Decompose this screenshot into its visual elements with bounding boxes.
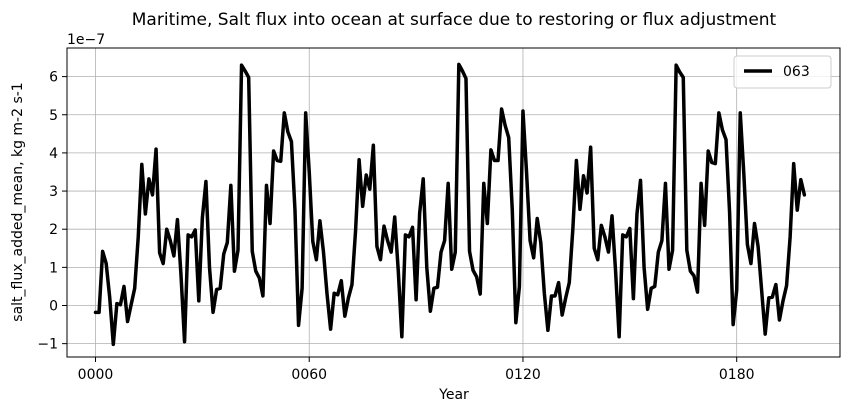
legend-frame: [733, 55, 832, 89]
x-tick-label: 0000: [78, 367, 114, 383]
legend-label: 063: [783, 64, 810, 80]
y-axis-offset-label: 1e−7: [67, 32, 105, 48]
y-tick-label: 1: [49, 260, 58, 276]
x-axis-label: Year: [438, 387, 469, 403]
chart-title: Maritime, Salt flux into ocean at surfac…: [132, 10, 777, 30]
y-tick-label: 5: [49, 108, 58, 124]
plot-lines: [93, 62, 807, 347]
plot-frame: [66, 47, 841, 358]
y-tick-label: 3: [49, 184, 58, 200]
y-tick-label: 4: [49, 146, 58, 162]
y-tick-label: 0: [49, 299, 58, 315]
axis-ticks: 0000 0060 0120 0180 −1 0 1 2 3 4 5 6: [37, 70, 754, 383]
series-line-063: [93, 62, 807, 347]
y-tick-label: −1: [37, 337, 58, 353]
y-axis-label: salt_flux_added_mean, kg m-2 s-1: [10, 82, 26, 321]
x-tick-label: 0180: [719, 367, 755, 383]
y-tick-label: 6: [49, 70, 58, 86]
x-tick-label: 0120: [505, 367, 541, 383]
legend: 063: [733, 55, 832, 89]
y-tick-label: 2: [49, 222, 58, 238]
x-tick-label: 0060: [291, 367, 327, 383]
